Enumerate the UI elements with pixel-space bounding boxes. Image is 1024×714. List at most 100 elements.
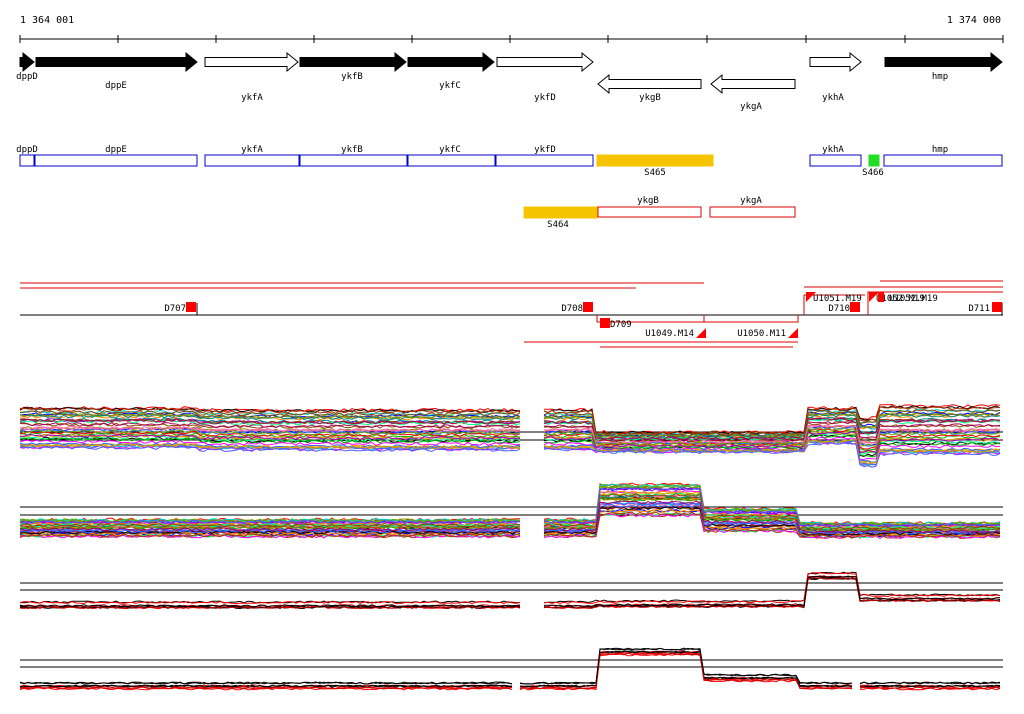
- trace: [19, 681, 513, 685]
- segment-ykgB[interactable]: [597, 206, 702, 218]
- trace: [543, 426, 1001, 448]
- trace: [543, 572, 1001, 604]
- feature-label-D710: D710: [828, 304, 850, 314]
- trace: [543, 576, 1001, 609]
- gene-arrow-ykfA[interactable]: [204, 51, 299, 73]
- feature-marker-U1049.M14[interactable]: [696, 328, 706, 338]
- gene-arrow-ykfC[interactable]: [407, 51, 495, 73]
- trace: [19, 527, 521, 532]
- trace: [20, 686, 513, 690]
- gene-arrow-ykhA[interactable]: [809, 51, 862, 73]
- trace: [19, 445, 521, 452]
- trace: [543, 496, 1001, 532]
- trace: [519, 650, 853, 688]
- trace: [543, 486, 1001, 527]
- trace: [19, 530, 521, 535]
- segment-label-ykfB: ykfB: [341, 145, 363, 155]
- feature-marker-D707[interactable]: [186, 302, 196, 312]
- gene-arrow-ykgB[interactable]: [597, 73, 702, 95]
- expression-panel-1: [19, 403, 1003, 468]
- trace: [543, 503, 1001, 535]
- trace: [19, 525, 521, 530]
- trace: [19, 412, 521, 419]
- segment-label-ykgB: ykgB: [637, 196, 659, 206]
- segment-ykfA[interactable]: [204, 154, 300, 167]
- segment-label-S464: S464: [547, 220, 569, 230]
- trace: [543, 500, 1001, 534]
- ruler-end-label: 1 374 000: [947, 15, 1001, 26]
- segment-S464[interactable]: [523, 206, 598, 219]
- trace: [19, 600, 521, 604]
- ruler-start-label: 1 364 001: [20, 15, 74, 26]
- feature-label-U1051.M19: U1051.M19: [813, 294, 862, 304]
- gene-label-ykgA: ykgA: [740, 102, 762, 112]
- gene-arrow-ykfD[interactable]: [496, 51, 594, 73]
- gene-arrow-hmp[interactable]: [884, 51, 1003, 73]
- feature-label-D707: D707: [164, 304, 186, 314]
- segment-ykfD[interactable]: [495, 154, 594, 167]
- trace: [19, 418, 521, 425]
- trace: [19, 407, 521, 414]
- feature-label-D708: D708: [561, 304, 583, 314]
- trace: [19, 410, 521, 417]
- trace: [19, 437, 521, 444]
- trace: [543, 418, 1001, 441]
- trace: [543, 406, 1001, 435]
- expression-panel-4: [19, 647, 1003, 691]
- trace: [543, 575, 1000, 607]
- segment-label-S465: S465: [644, 168, 666, 178]
- gene-label-ykfD: ykfD: [534, 93, 556, 103]
- segment-label-ykfD: ykfD: [534, 145, 556, 155]
- feature-label-overlap: U1052.M19: [889, 294, 938, 304]
- feature-marker-D709[interactable]: [600, 318, 610, 328]
- segment-ykfB[interactable]: [299, 154, 408, 167]
- trace: [19, 518, 521, 523]
- segment-label-ykgA: ykgA: [740, 196, 762, 206]
- segment-hmp[interactable]: [883, 154, 1003, 167]
- trace: [543, 496, 1001, 532]
- trace: [19, 605, 521, 609]
- gene-label-hmp: hmp: [932, 72, 948, 82]
- gene-arrow-ykgA[interactable]: [710, 73, 796, 95]
- trace: [543, 412, 1001, 438]
- segment-track-row2: S464 ykgB ykgA: [523, 196, 796, 230]
- segment-dppE[interactable]: [34, 154, 198, 167]
- trace: [19, 533, 521, 538]
- segment-label-S466: S466: [862, 168, 884, 178]
- trace: [519, 653, 853, 691]
- segment-ykhA[interactable]: [809, 154, 862, 167]
- trace: [19, 425, 520, 433]
- gene-label-ykfB: ykfB: [341, 72, 363, 82]
- feature-marker-U1052.M19[interactable]: [869, 292, 879, 302]
- gene-label-ykhA: ykhA: [822, 93, 844, 103]
- trace: [520, 650, 853, 688]
- feature-marker-U1050.M11[interactable]: [788, 328, 798, 338]
- feature-marker-D710[interactable]: [850, 302, 860, 312]
- trace: [19, 422, 521, 429]
- feature-label-D711: D711: [968, 304, 990, 314]
- gene-arrow-dppE[interactable]: [35, 51, 198, 73]
- trace: [19, 604, 521, 608]
- feature-marker-D708[interactable]: [583, 302, 593, 312]
- segment-dppD[interactable]: [19, 154, 35, 167]
- trace: [859, 686, 1001, 690]
- segment-ykgA[interactable]: [709, 206, 796, 218]
- feature-marker-U1051.M19[interactable]: [806, 292, 816, 302]
- trace: [19, 443, 521, 450]
- trace: [859, 684, 1001, 688]
- segment-track-row1: dppD dppE ykfA ykfB ykfC ykfD S465 ykhA S466 hmp: [16, 145, 1003, 178]
- segment-S465[interactable]: [596, 154, 714, 167]
- segment-S466[interactable]: [868, 154, 880, 167]
- segment-label-ykfA: ykfA: [241, 145, 263, 155]
- segment-ykfC[interactable]: [407, 154, 496, 167]
- feature-track: D707 D708 D709 D710 D711 U1049.M14 U1050.M11 U1…: [20, 280, 1003, 348]
- gene-arrow-ykfB[interactable]: [299, 51, 407, 73]
- trace: [19, 531, 521, 537]
- trace: [19, 429, 521, 436]
- feature-label-U1049.M14: U1049.M14: [645, 329, 694, 339]
- feature-marker-D711[interactable]: [992, 302, 1002, 312]
- gene-arrow-track: dppD dppE ykfA ykfB ykfC ykfD ykgB ykgA ykhA hmp: [16, 36, 1003, 112]
- trace: [543, 417, 1001, 441]
- gene-arrow-dppD[interactable]: [19, 51, 35, 73]
